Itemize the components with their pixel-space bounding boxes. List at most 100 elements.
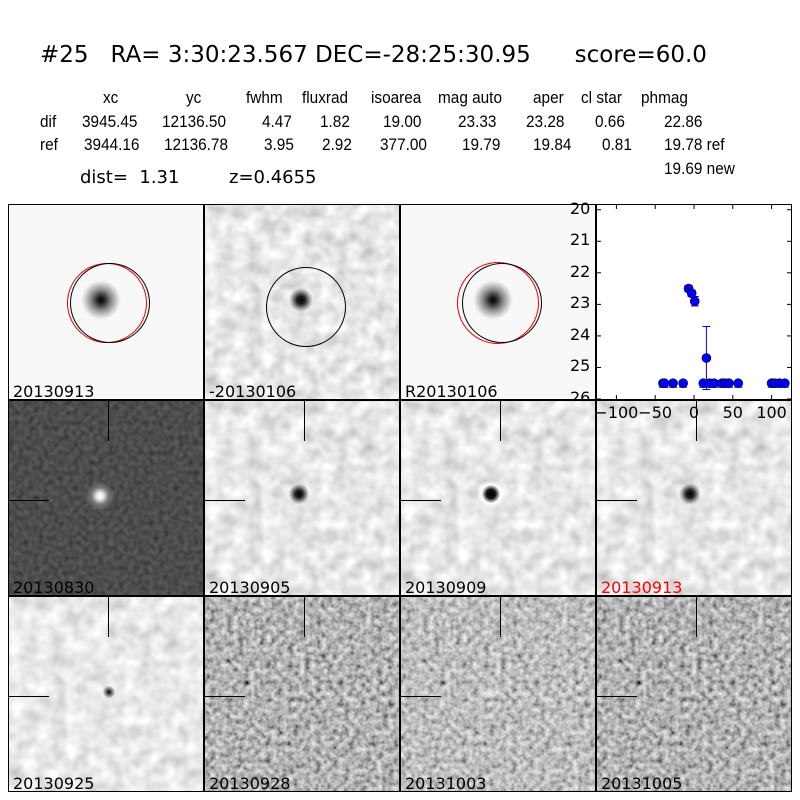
- source: [289, 483, 309, 505]
- stamp-label: -20130106: [209, 382, 297, 400]
- cell: 3.95: [264, 136, 294, 154]
- stamp-label: R20130106: [405, 382, 498, 400]
- crosshair-horizontal: [597, 500, 637, 501]
- cell: 0.81: [602, 136, 632, 154]
- crosshair-vertical: [696, 401, 697, 441]
- col-xc: xc: [103, 89, 119, 107]
- cell: 12136.50: [162, 113, 227, 131]
- stamp-epoch: 20130830: [8, 400, 204, 596]
- dist-value: dist= 1.31: [80, 167, 180, 188]
- source: [477, 479, 505, 509]
- col-yc: yc: [186, 89, 202, 107]
- black-aperture-circle: [70, 263, 150, 343]
- crosshair-horizontal: [9, 500, 49, 501]
- new-mag: 19.69 new: [664, 160, 735, 178]
- stamp-label: 20130913: [601, 578, 683, 596]
- cell: 19.84: [533, 136, 572, 154]
- stamp-epoch: 20131003: [400, 596, 596, 792]
- data-point: [724, 378, 734, 389]
- crosshair-horizontal: [401, 696, 441, 697]
- cell: 3945.45: [82, 113, 138, 131]
- stamp-label: 20130928: [209, 774, 291, 792]
- x-tick-label: 100: [756, 403, 787, 422]
- crosshair-vertical: [304, 597, 305, 637]
- x-tick-label: −50: [638, 403, 673, 422]
- row-dif-label: dif: [40, 113, 57, 131]
- crosshair-vertical: [696, 597, 697, 637]
- cell: 19.00: [383, 113, 422, 131]
- y-tick-label: 25: [570, 356, 591, 376]
- data-point: [689, 296, 700, 307]
- stamp-label: 20131005: [601, 774, 683, 792]
- stamp-label: 20130905: [209, 578, 291, 596]
- stamp-epoch: 20131005: [596, 596, 792, 792]
- data-point: [659, 378, 670, 389]
- source: [85, 481, 115, 511]
- col-phmag: phmag: [641, 89, 688, 107]
- stamp-label: 20130909: [405, 578, 487, 596]
- data-point: [678, 378, 688, 389]
- y-tick-label: 23: [570, 293, 591, 313]
- col-fluxrad: fluxrad: [302, 89, 349, 107]
- source: [93, 681, 105, 695]
- cell: 22.86: [664, 113, 703, 131]
- crosshair-vertical: [108, 401, 109, 441]
- crosshair-horizontal: [205, 500, 245, 501]
- cell: 19.78 ref: [664, 136, 725, 154]
- cell: 4.47: [262, 113, 292, 131]
- stamp-label: 20130913: [13, 382, 95, 400]
- cell: 23.33: [458, 113, 497, 131]
- light-curve-plot: [596, 204, 792, 400]
- col-mag-auto: mag auto: [438, 89, 502, 107]
- data-point: [701, 353, 712, 363]
- stamp-epoch: 20130909: [400, 400, 596, 596]
- data-point: [733, 378, 744, 389]
- crosshair-horizontal: [597, 696, 637, 697]
- crosshair-vertical: [500, 597, 501, 637]
- cell: 19.79: [462, 136, 501, 154]
- x-tick-label: 50: [722, 403, 743, 422]
- y-tick-label: 24: [570, 324, 591, 344]
- y-tick-label: 22: [570, 261, 591, 281]
- x-tick-label: −100: [594, 403, 639, 422]
- col-cl-star: cl star: [581, 89, 622, 107]
- stamp-epoch-current: 20130913: [596, 400, 792, 596]
- cell: 2.92: [322, 136, 352, 154]
- cell: 3944.16: [84, 136, 140, 154]
- data-point: [779, 378, 790, 389]
- crosshair-horizontal: [205, 696, 245, 697]
- y-tick-label: 20: [570, 198, 591, 218]
- stamp-epoch: 20130905: [204, 400, 400, 596]
- stamp-ref: R20130106: [400, 204, 596, 400]
- black-aperture-circle: [266, 267, 346, 347]
- stamp-label: 20130830: [13, 578, 95, 596]
- cell: 377.00: [380, 136, 427, 154]
- col-isoarea: isoarea: [371, 89, 422, 107]
- crosshair-vertical: [500, 401, 501, 441]
- light-curve-svg: [597, 205, 791, 400]
- black-aperture-circle: [462, 263, 542, 343]
- stamp-epoch: 20130925: [8, 596, 204, 792]
- cell: 12136.78: [164, 136, 229, 154]
- y-tick-label: 21: [570, 230, 591, 250]
- col-aper: aper: [533, 89, 564, 107]
- source: [679, 483, 701, 505]
- x-tick-label: 0: [688, 403, 700, 422]
- crosshair-horizontal: [9, 696, 49, 697]
- candidate-title: #25 RA= 3:30:23.567 DEC=-28:25:30.95 sco…: [40, 42, 707, 68]
- stamp-new: 20130913: [8, 204, 204, 400]
- stamp-label: 20130925: [13, 774, 95, 792]
- source: [481, 685, 497, 701]
- source-negative: [103, 685, 115, 699]
- crosshair-vertical: [304, 401, 305, 441]
- row-ref-label: ref: [40, 136, 58, 154]
- cell: 1.82: [320, 113, 350, 131]
- stamp-epoch: 20130928: [204, 596, 400, 792]
- col-fwhm: fwhm: [246, 89, 283, 107]
- cell: 0.66: [595, 113, 625, 131]
- crosshair-vertical: [108, 597, 109, 637]
- crosshair-horizontal: [401, 500, 441, 501]
- stamp-label: 20131003: [405, 774, 487, 792]
- z-value: z=0.4655: [229, 167, 317, 188]
